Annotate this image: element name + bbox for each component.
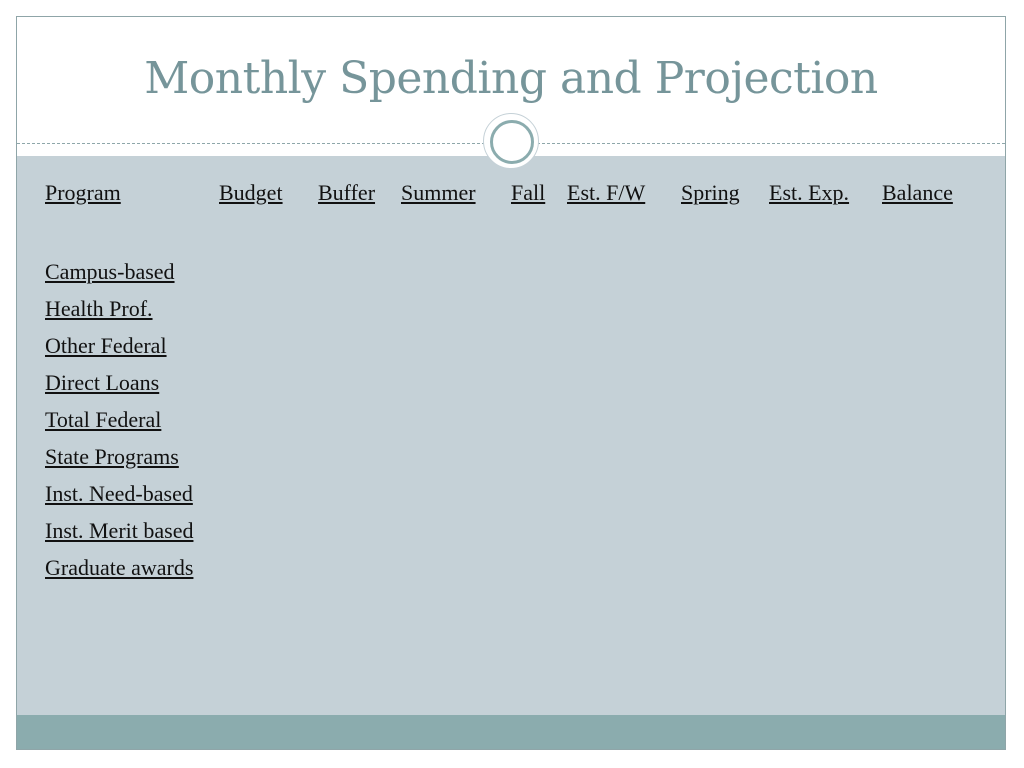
content-area [17,156,1005,716]
header-program: Program [45,180,121,205]
header-est-exp: Est. Exp. [769,180,850,205]
header-budget: Budget [219,180,283,205]
slide-title: Monthly Spending and Projection [144,53,878,104]
ornament-center [497,127,527,157]
program-row-inst-merit-based: Inst. Merit based [45,518,194,543]
program-row-total-federal: Total Federal [45,407,162,432]
circle-ornament-icon [483,113,539,169]
program-row-list: Campus-based Health Prof. Other Federal … [45,253,193,586]
slide-frame: Monthly Spending and Projection Program … [16,16,1006,750]
header-spring: Spring [681,180,740,205]
program-row-graduate-awards: Graduate awards [45,555,194,580]
program-row-state-programs: State Programs [45,444,179,469]
header-buffer: Buffer [318,180,376,205]
header-summer: Summer [401,180,476,205]
header-balance: Balance [882,180,953,205]
footer-band [17,715,1005,749]
header-est-fw: Est. F/W [567,180,646,205]
program-row-inst-need-based: Inst. Need-based [45,481,193,506]
ring-icon [490,120,534,164]
program-row-direct-loans: Direct Loans [45,370,160,395]
program-row-campus-based: Campus-based [45,259,175,284]
header-fall: Fall [511,180,546,205]
program-row-other-federal: Other Federal [45,333,167,358]
program-row-health-prof: Health Prof. [45,296,153,321]
